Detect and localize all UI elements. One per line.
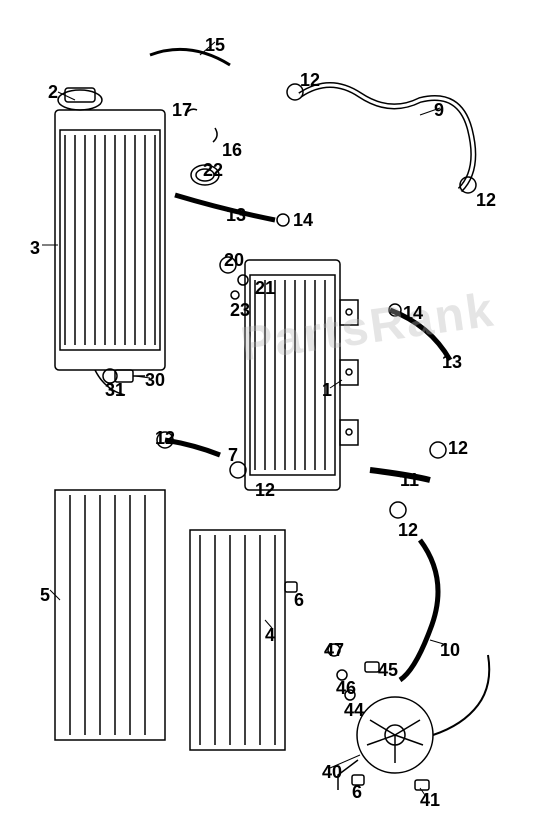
callout-3: 3 [30,238,40,259]
callout-13b: 13 [442,352,462,373]
callout-14a: 14 [293,210,313,231]
callout-1: 1 [322,380,332,401]
callout-12d: 12 [255,480,275,501]
callout-6b: 6 [352,782,362,803]
callout-17: 17 [172,100,192,121]
callout-21: 21 [255,278,275,299]
callout-23: 23 [230,300,250,321]
callout-10: 10 [440,640,460,661]
callout-20: 20 [224,250,244,271]
watermark: PartsRank [237,282,498,372]
callout-47: 47 [324,640,344,661]
callout-6a: 6 [294,590,304,611]
parts-diagram: PartsRank 1 2 3 4 5 6 6 7 9 10 11 12 12 … [0,0,537,827]
callout-7: 7 [228,445,238,466]
diagram-svg [0,0,537,827]
callout-31: 31 [105,380,125,401]
callout-12e: 12 [448,438,468,459]
callout-12c: 12 [155,428,175,449]
callout-44: 44 [344,700,364,721]
callout-30: 30 [145,370,165,391]
callout-41: 41 [420,790,440,811]
callout-11: 11 [400,470,419,491]
callout-12b: 12 [476,190,496,211]
callout-46: 46 [336,678,356,699]
callout-12a: 12 [300,70,320,91]
callout-40: 40 [322,762,342,783]
callout-4: 4 [265,625,275,646]
callout-16: 16 [222,140,242,161]
callout-45: 45 [378,660,398,681]
callout-13a: 13 [226,205,246,226]
callout-12f: 12 [398,520,418,541]
callout-22: 22 [203,160,223,181]
callout-15: 15 [205,35,225,56]
callout-5: 5 [40,585,50,606]
callout-2: 2 [48,82,58,103]
callout-9: 9 [434,100,444,121]
callout-14b: 14 [403,303,423,324]
